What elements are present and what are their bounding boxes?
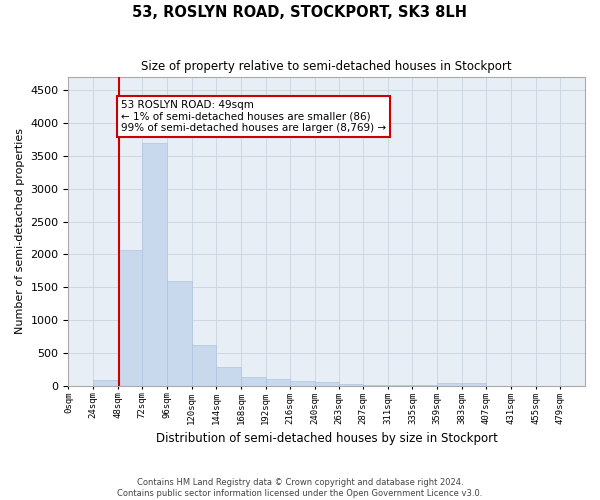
Bar [315, 382, 338, 386]
Bar [437, 382, 462, 386]
Bar [363, 384, 388, 386]
Bar [216, 368, 241, 386]
Bar [167, 280, 191, 386]
Bar [142, 142, 167, 386]
X-axis label: Distribution of semi-detached houses by size in Stockport: Distribution of semi-detached houses by … [156, 432, 497, 445]
Bar [266, 380, 290, 386]
Bar [241, 376, 266, 386]
Y-axis label: Number of semi-detached properties: Number of semi-detached properties [15, 128, 25, 334]
Bar [290, 382, 315, 386]
Bar [191, 345, 216, 386]
Title: Size of property relative to semi-detached houses in Stockport: Size of property relative to semi-detach… [142, 60, 512, 73]
Text: 53 ROSLYN ROAD: 49sqm
← 1% of semi-detached houses are smaller (86)
99% of semi-: 53 ROSLYN ROAD: 49sqm ← 1% of semi-detac… [121, 100, 386, 133]
Bar [388, 385, 412, 386]
Bar [338, 384, 363, 386]
Bar [93, 380, 118, 386]
Bar [462, 383, 487, 386]
Bar [118, 250, 142, 386]
Text: Contains HM Land Registry data © Crown copyright and database right 2024.
Contai: Contains HM Land Registry data © Crown c… [118, 478, 482, 498]
Text: 53, ROSLYN ROAD, STOCKPORT, SK3 8LH: 53, ROSLYN ROAD, STOCKPORT, SK3 8LH [133, 5, 467, 20]
